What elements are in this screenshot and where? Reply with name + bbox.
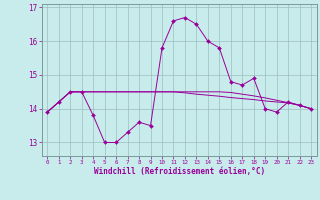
- X-axis label: Windchill (Refroidissement éolien,°C): Windchill (Refroidissement éolien,°C): [94, 167, 265, 176]
